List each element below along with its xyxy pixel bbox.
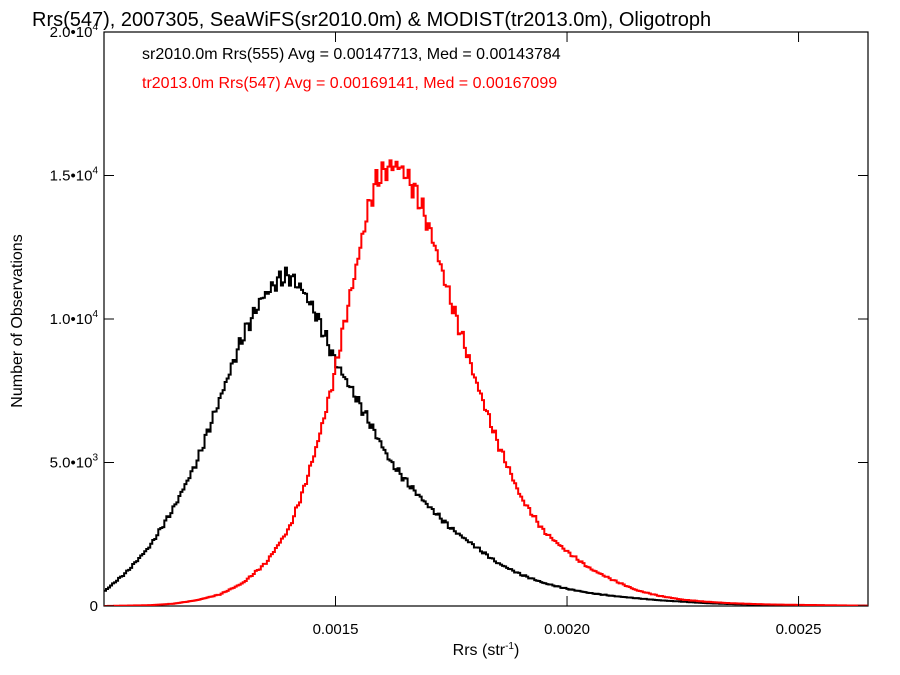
y-tick-label: 0	[90, 598, 98, 615]
x-label-base: Rrs (str	[453, 642, 506, 659]
y-tick-label: 2.0•104	[50, 22, 99, 41]
y-tick-mantissa: 1.5•10	[50, 168, 93, 185]
x-label-close: )	[514, 642, 519, 659]
y-tick-exponent: 4	[92, 22, 98, 33]
y-tick-exponent: 3	[92, 453, 98, 464]
y-tick-mantissa: 1.0•10	[50, 311, 93, 328]
x-tick-label: 0.0025	[776, 621, 822, 638]
x-tick-label: 0.0020	[544, 621, 590, 638]
y-tick-exponent: 4	[92, 309, 98, 320]
y-tick-label: 1.0•104	[50, 309, 99, 328]
x-axis: 0.0015 0.0020 0.0025	[313, 32, 822, 638]
x-axis-label: Rrs (str-1)	[453, 641, 520, 659]
series-annotation-1: tr2013.0m Rrs(547) Avg = 0.00169141, Med…	[142, 75, 557, 92]
plot-border	[103, 31, 869, 607]
x-tick-label: 0.0015	[313, 621, 359, 638]
y-tick-label: 1.5•104	[50, 166, 99, 185]
y-axis-label: Number of Observations	[9, 234, 26, 407]
series-annotation-0: sr2010.0m Rrs(555) Avg = 0.00147713, Med…	[142, 46, 561, 63]
y-tick-mantissa: 5.0•10	[50, 455, 93, 472]
y-tick-label: 5.0•103	[50, 453, 99, 472]
chart-title: Rrs(547), 2007305, SeaWiFS(sr2010.0m) & …	[32, 9, 711, 31]
x-label-exponent: -1	[505, 641, 514, 652]
series-line-1	[104, 159, 868, 606]
series-line-0	[104, 266, 868, 606]
y-tick-mantissa: 0	[90, 598, 98, 615]
plot-frame	[103, 31, 869, 607]
legend-annotations: sr2010.0m Rrs(555) Avg = 0.00147713, Med…	[142, 46, 561, 92]
y-tick-mantissa: 2.0•10	[50, 24, 93, 41]
series-layer	[104, 159, 868, 606]
y-tick-exponent: 4	[92, 166, 98, 177]
